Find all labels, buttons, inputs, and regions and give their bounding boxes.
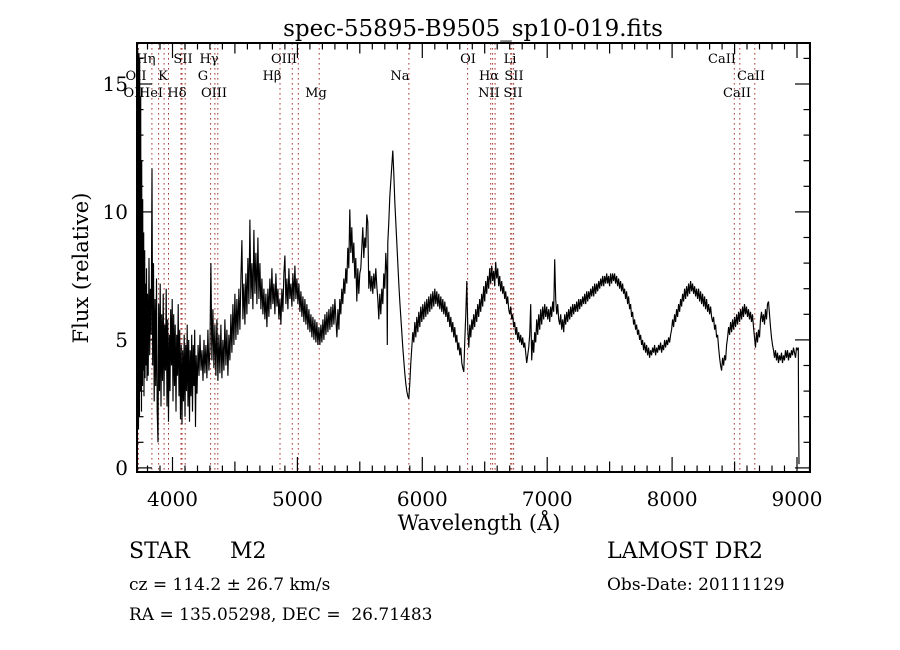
y-tick-label: 15 <box>103 72 128 96</box>
spectral-line-label: CaII <box>737 69 765 84</box>
spectral-line-label: CaII <box>708 52 736 67</box>
cz-value: cz = 114.2 ± 26.7 km/s <box>129 575 330 595</box>
spectral-line-label: G <box>198 69 208 84</box>
y-tick-label: 0 <box>115 456 128 480</box>
spectral-line-label: SII <box>503 86 522 101</box>
y-tick-label: 10 <box>103 200 128 224</box>
chart-title: spec-55895-B9505_sp10-019.fits <box>283 16 663 42</box>
plot-frame <box>136 42 811 473</box>
spectral-line-label: Hγ <box>199 52 218 67</box>
spectral-line-label: Li <box>504 52 517 67</box>
spectral-line-label: K <box>158 69 168 84</box>
spectral-line-label: Na <box>390 69 409 84</box>
x-tick-label: 9000 <box>772 487 823 511</box>
x-tick-label: 4000 <box>147 487 198 511</box>
y-axis-title: Flux (relative) <box>69 193 93 344</box>
spectral-line-label: Hδ <box>167 86 186 101</box>
class-label: STAR <box>129 539 191 564</box>
x-axis-title: Wavelength (Å) <box>398 510 561 535</box>
survey-label: LAMOST DR2 <box>607 539 763 564</box>
obs-date-value: Obs-Date: 20111129 <box>607 575 785 595</box>
x-tick-label: 6000 <box>397 487 448 511</box>
spectral-line-label: Mg <box>305 86 327 101</box>
spectral-line-label: HeI <box>139 86 163 101</box>
spectral-line-label: OIII <box>201 86 227 101</box>
spectral-line-label: SII <box>173 52 192 67</box>
spectral-line-label: CaII <box>723 86 751 101</box>
spectrum-trace <box>136 48 800 465</box>
ra-dec-value: RA = 135.05298, DEC = 26.71483 <box>129 605 433 625</box>
spectral-line-label: OIII <box>271 52 297 67</box>
spectral-line-label: Hα <box>479 69 499 84</box>
chart-axes-layer: 4000 5000 6000 7000 8000 9000 0 5 10 15 <box>103 42 823 511</box>
spectral-line-label: Hβ <box>263 69 282 84</box>
x-tick-label: 8000 <box>647 487 698 511</box>
spectral-line-label: SII <box>504 69 523 84</box>
x-tick-label: 5000 <box>272 487 323 511</box>
x-tick-label: 7000 <box>522 487 573 511</box>
spectral-line-label: Hη <box>136 52 155 67</box>
spectral-line-label: NII <box>478 86 500 101</box>
spectral-line-label: OI <box>460 52 476 67</box>
subclass-label: M2 <box>230 539 267 564</box>
y-tick-label: 5 <box>115 328 128 352</box>
